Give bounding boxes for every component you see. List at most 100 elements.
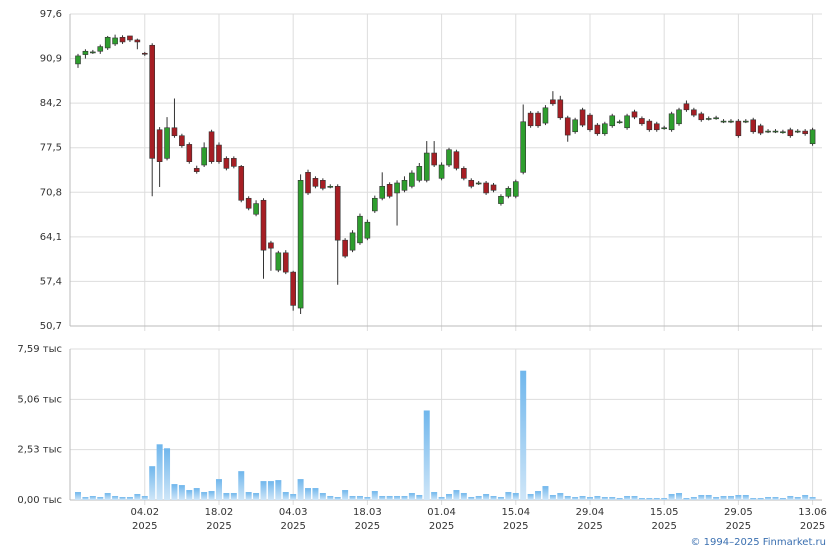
candle-body bbox=[616, 121, 623, 124]
candle-body bbox=[742, 120, 749, 123]
volume-bar bbox=[178, 485, 185, 500]
candle-body bbox=[535, 112, 541, 127]
volume-bar bbox=[579, 496, 586, 500]
candle-body bbox=[579, 109, 586, 126]
candle-body bbox=[661, 127, 667, 130]
candle-body bbox=[223, 158, 230, 169]
volume-bar bbox=[334, 497, 341, 500]
x-tick-year: 2025 bbox=[651, 521, 676, 532]
candle-body bbox=[334, 185, 341, 241]
candle-body bbox=[512, 181, 519, 197]
volume-bar bbox=[126, 497, 133, 500]
volume-bar bbox=[260, 481, 267, 500]
volume-bar bbox=[282, 492, 289, 500]
volume-bar bbox=[765, 497, 772, 500]
candle-body bbox=[394, 182, 400, 194]
x-tick-year: 2025 bbox=[355, 521, 380, 532]
volume-bar bbox=[156, 444, 163, 500]
candle-body bbox=[245, 197, 252, 209]
volume-bar bbox=[713, 497, 720, 500]
candle-body bbox=[357, 215, 363, 244]
volume-bar bbox=[75, 492, 81, 500]
volume-bar bbox=[349, 496, 356, 500]
candle-body bbox=[802, 130, 808, 135]
candle-body bbox=[179, 135, 185, 147]
candle-body bbox=[238, 166, 245, 201]
candle-body bbox=[750, 119, 757, 133]
volume-bar bbox=[564, 496, 571, 500]
candle-body bbox=[119, 36, 126, 43]
candle-body bbox=[416, 166, 423, 181]
candle-body bbox=[624, 115, 630, 129]
candle-body bbox=[401, 180, 408, 191]
candle-body bbox=[156, 129, 163, 162]
volume-bar bbox=[201, 492, 208, 500]
candle-body bbox=[75, 55, 81, 65]
volume-bar bbox=[364, 497, 371, 500]
candle-body bbox=[676, 109, 682, 125]
volume-bar bbox=[327, 496, 334, 500]
candle-body bbox=[446, 149, 452, 166]
candle-body bbox=[475, 182, 482, 185]
volume-bar bbox=[245, 492, 252, 500]
volume-bar bbox=[312, 488, 319, 500]
candle-body bbox=[216, 144, 222, 162]
candle-body bbox=[371, 197, 378, 212]
x-tick-label: 29.04 bbox=[576, 507, 605, 518]
volume-bar bbox=[275, 480, 282, 500]
candle-body bbox=[691, 109, 697, 116]
volume-bar bbox=[735, 495, 742, 500]
volume-bar bbox=[453, 490, 460, 500]
volume-bar bbox=[594, 496, 601, 500]
volume-bar bbox=[601, 497, 608, 500]
candle-body bbox=[564, 117, 571, 136]
candle-body bbox=[646, 120, 653, 131]
y-tick-label: 7,59 тыс bbox=[17, 344, 62, 355]
volume-bar bbox=[460, 493, 467, 500]
candle-body bbox=[171, 127, 178, 137]
volume-bar bbox=[475, 496, 482, 500]
volume-bar bbox=[356, 496, 363, 500]
x-tick-label: 18.02 bbox=[205, 507, 234, 518]
volume-bar bbox=[89, 496, 96, 500]
y-tick-label: 70,8 bbox=[40, 187, 62, 198]
candle-body bbox=[735, 120, 742, 137]
x-tick-year: 2025 bbox=[132, 521, 157, 532]
volume-bar bbox=[742, 495, 749, 500]
volume-bar bbox=[438, 497, 445, 500]
candle-body bbox=[794, 130, 801, 133]
volume-bar bbox=[342, 490, 349, 500]
candle-body bbox=[208, 131, 215, 162]
candle-body bbox=[320, 180, 326, 189]
candle-body bbox=[728, 120, 734, 123]
candle-body bbox=[305, 172, 311, 194]
volume-bar bbox=[586, 497, 593, 500]
candle-body bbox=[631, 111, 638, 118]
volume-bar bbox=[616, 498, 623, 500]
volume-bar bbox=[483, 494, 490, 500]
candle-body bbox=[193, 168, 200, 172]
volume-bar bbox=[193, 488, 200, 500]
volume-bar bbox=[609, 497, 616, 500]
candle-body bbox=[290, 271, 296, 306]
volume-bar bbox=[512, 493, 519, 500]
volume-bar bbox=[223, 493, 230, 500]
candle-body bbox=[127, 35, 133, 41]
candle-body bbox=[772, 130, 779, 133]
copyright[interactable]: © 1994–2025 Finmarket.ru bbox=[690, 537, 826, 548]
candle-body bbox=[572, 119, 578, 133]
candle-body bbox=[141, 52, 148, 55]
volume-bar bbox=[750, 498, 757, 500]
candle-body bbox=[164, 127, 170, 159]
volume-bar bbox=[267, 481, 274, 500]
candle-body bbox=[653, 123, 660, 131]
volume-bar bbox=[690, 497, 697, 500]
candle-body bbox=[705, 118, 712, 120]
candle-body bbox=[809, 129, 816, 145]
volume-bar bbox=[757, 498, 764, 500]
volume-bar bbox=[520, 370, 527, 500]
volume-bar bbox=[423, 410, 430, 500]
candle-body bbox=[713, 117, 719, 120]
volume-bar bbox=[446, 494, 452, 500]
